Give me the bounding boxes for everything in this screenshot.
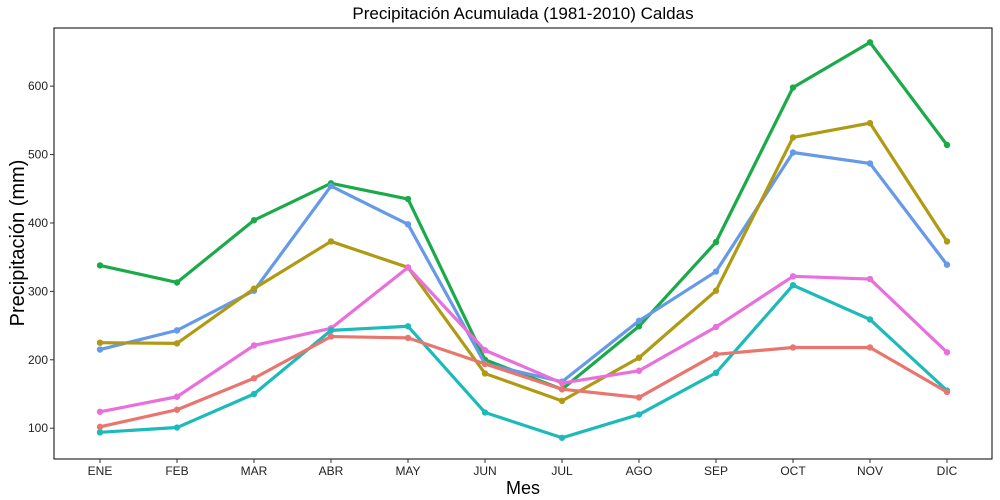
- data-point: [712, 369, 720, 376]
- series-line: [98, 334, 949, 429]
- data-point: [635, 394, 643, 401]
- x-tick-label: MAR: [241, 464, 268, 478]
- data-point: [327, 238, 335, 245]
- data-point: [327, 327, 335, 334]
- data-point: [327, 333, 335, 340]
- series-layer: [96, 39, 951, 441]
- data-point: [789, 282, 797, 289]
- series-4: [96, 264, 951, 415]
- y-tick-label: 400: [28, 216, 48, 230]
- data-point: [712, 268, 720, 275]
- data-point: [96, 429, 104, 436]
- data-point: [250, 285, 258, 292]
- data-point: [173, 393, 181, 400]
- x-axis-title: Mes: [506, 478, 540, 498]
- x-tick-label: FEB: [165, 464, 188, 478]
- data-point: [173, 327, 181, 334]
- data-point: [404, 334, 412, 342]
- data-point: [558, 386, 566, 393]
- data-point: [789, 84, 797, 91]
- data-point: [404, 264, 412, 271]
- data-point: [173, 406, 181, 413]
- data-point: [712, 323, 720, 331]
- y-tick-label: 100: [28, 421, 48, 435]
- data-point: [866, 275, 874, 283]
- y-axis: 100 200 300 400 500 600: [28, 79, 54, 435]
- data-point: [789, 149, 797, 156]
- data-point: [635, 323, 643, 330]
- data-point: [250, 375, 258, 382]
- series-6: [96, 333, 951, 431]
- data-point: [173, 424, 181, 431]
- data-point: [866, 39, 874, 46]
- data-point: [481, 370, 489, 377]
- data-point: [404, 195, 412, 203]
- y-tick-label: 500: [28, 148, 48, 162]
- data-point: [635, 354, 643, 361]
- chart-title: Precipitación Acumulada (1981-2010) Cald…: [352, 4, 693, 23]
- data-point: [481, 347, 489, 354]
- data-point: [635, 367, 643, 374]
- data-point: [789, 134, 797, 141]
- data-point: [173, 340, 181, 347]
- data-point: [481, 360, 489, 368]
- data-point: [96, 408, 104, 415]
- x-tick-label: JUL: [551, 464, 573, 478]
- series-line: [98, 265, 949, 414]
- x-tick-label: DIC: [937, 464, 958, 478]
- data-point: [327, 182, 335, 190]
- data-point: [96, 262, 104, 269]
- x-tick-label: JUN: [473, 464, 496, 478]
- data-point: [96, 423, 104, 431]
- y-tick-label: 600: [28, 79, 48, 93]
- x-tick-label: OCT: [780, 464, 806, 478]
- data-point: [789, 344, 797, 351]
- data-point: [866, 119, 874, 127]
- x-axis: ENE FEB MAR ABR MAY JUN JUL AGO SEP OCT NOV DIC: [88, 459, 958, 478]
- data-point: [866, 316, 874, 323]
- data-point: [635, 411, 643, 418]
- x-tick-label: ENE: [88, 464, 113, 478]
- data-point: [250, 217, 258, 224]
- x-tick-label: ABR: [319, 464, 344, 478]
- y-tick-label: 300: [28, 284, 48, 298]
- data-point: [96, 339, 104, 346]
- data-point: [712, 238, 720, 246]
- data-point: [558, 434, 566, 441]
- series-line: [98, 121, 949, 403]
- data-point: [943, 141, 951, 149]
- x-tick-label: SEP: [704, 464, 728, 478]
- series-line: [98, 283, 949, 440]
- data-point: [558, 397, 566, 405]
- data-point: [712, 287, 720, 294]
- data-point: [558, 379, 566, 387]
- data-point: [866, 160, 874, 167]
- x-tick-label: MAY: [395, 464, 420, 478]
- plot-panel: [53, 27, 993, 460]
- data-point: [943, 388, 951, 396]
- data-point: [481, 409, 489, 416]
- data-point: [250, 390, 258, 398]
- y-axis-title: Precipitación (mm): [7, 160, 29, 327]
- data-point: [943, 238, 951, 245]
- data-point: [866, 344, 874, 351]
- data-point: [943, 261, 951, 268]
- x-tick-label: AGO: [626, 464, 653, 478]
- data-point: [404, 323, 412, 330]
- data-point: [712, 351, 720, 358]
- data-point: [250, 342, 258, 349]
- data-point: [943, 349, 951, 356]
- data-point: [96, 346, 104, 353]
- data-point: [173, 279, 181, 286]
- y-tick-label: 200: [28, 353, 48, 367]
- series-line: [98, 40, 949, 391]
- data-point: [789, 273, 797, 280]
- x-tick-label: NOV: [857, 464, 883, 478]
- data-point: [404, 221, 412, 228]
- data-point: [635, 317, 643, 325]
